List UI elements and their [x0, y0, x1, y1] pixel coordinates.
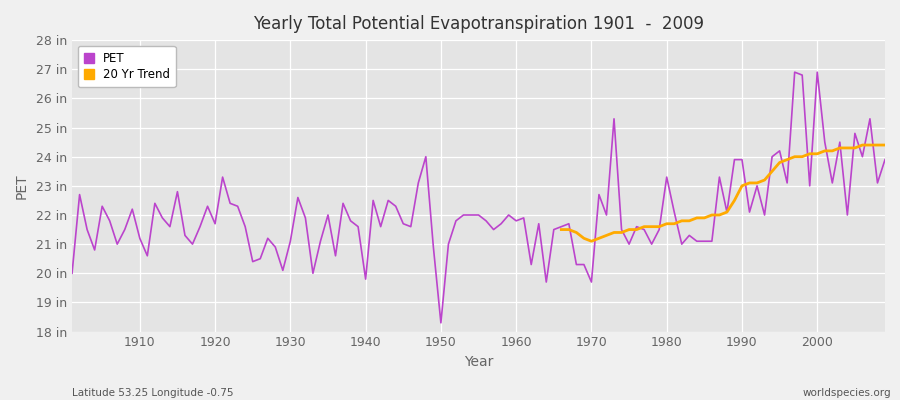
Text: Latitude 53.25 Longitude -0.75: Latitude 53.25 Longitude -0.75	[72, 388, 233, 398]
Y-axis label: PET: PET	[15, 173, 29, 199]
Text: worldspecies.org: worldspecies.org	[803, 388, 891, 398]
X-axis label: Year: Year	[464, 355, 493, 369]
Title: Yearly Total Potential Evapotranspiration 1901  -  2009: Yearly Total Potential Evapotranspiratio…	[253, 15, 704, 33]
Legend: PET, 20 Yr Trend: PET, 20 Yr Trend	[78, 46, 176, 87]
